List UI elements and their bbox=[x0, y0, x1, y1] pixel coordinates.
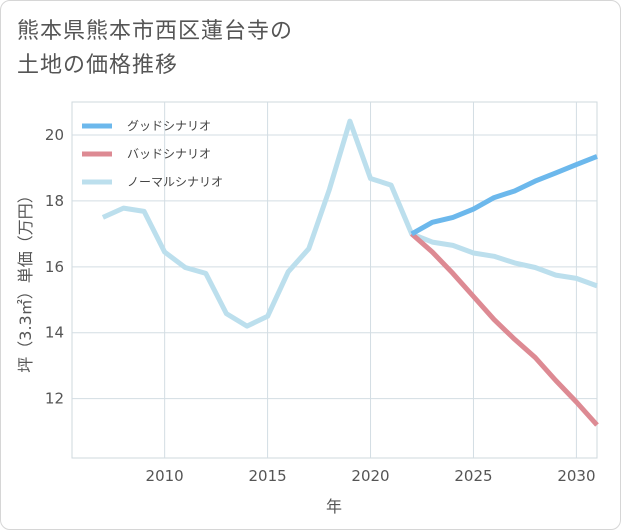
legend-label-good: グッドシナリオ bbox=[127, 119, 211, 133]
x-tick-label: 2010 bbox=[146, 467, 184, 485]
y-axis-label: 坪（3.3㎡）単価（万円） bbox=[16, 187, 35, 372]
x-axis-label: 年 bbox=[326, 497, 342, 516]
legend-label-bad: バッドシナリオ bbox=[127, 147, 211, 161]
y-tick-label: 18 bbox=[45, 192, 64, 210]
chart-title-line2: 土地の価格推移 bbox=[17, 53, 179, 78]
y-tick-label: 20 bbox=[45, 126, 64, 144]
chart-title-line1: 熊本県熊本市西区蓮台寺の bbox=[17, 19, 294, 44]
series-line-good bbox=[410, 154, 598, 237]
y-tick-label: 12 bbox=[45, 390, 64, 408]
x-tick-label: 2020 bbox=[351, 467, 389, 485]
x-tick-label: 2025 bbox=[454, 467, 492, 485]
series-line-bad bbox=[410, 232, 599, 427]
y-tick-label: 16 bbox=[45, 258, 64, 276]
series-line-normal bbox=[101, 118, 598, 329]
y-tick-label: 14 bbox=[45, 324, 64, 342]
axis-ticks: 2010 2015 2020 2025 2030 12 14 16 18 20 bbox=[45, 126, 596, 485]
legend-label-normal: ノーマルシナリオ bbox=[127, 175, 223, 189]
x-tick-label: 2015 bbox=[248, 467, 286, 485]
x-tick-label: 2030 bbox=[557, 467, 595, 485]
series-lines bbox=[101, 118, 599, 427]
chart-title: 熊本県熊本市西区蓮台寺の 土地の価格推移 bbox=[17, 15, 293, 83]
